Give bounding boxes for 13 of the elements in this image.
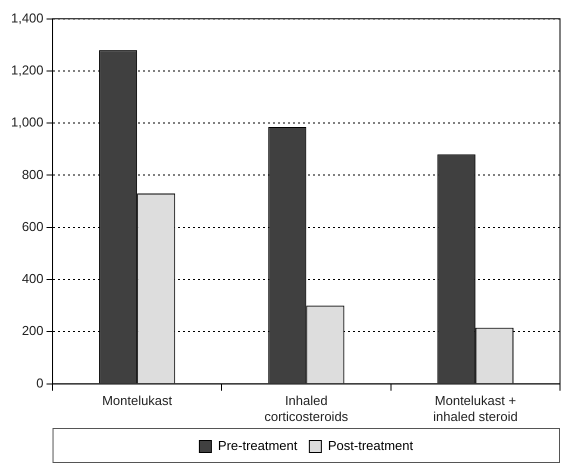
y-tick-label: 1,400 — [10, 10, 44, 26]
y-tick-label: 200 — [22, 323, 44, 338]
y-tick-label: 800 — [22, 166, 44, 182]
y-tick-label: 1,000 — [10, 114, 44, 130]
x-tick-label: Montelukast — [102, 393, 173, 408]
y-tick-label: 1,200 — [10, 62, 44, 78]
x-tick-label: Inhaled corticosteroids — [264, 393, 349, 424]
y-tick-label: 400 — [22, 271, 44, 286]
y-tick-label: 0 — [36, 375, 44, 390]
y-tick-label: 600 — [22, 218, 44, 234]
x-tick-label: Montelukast + inhaled steroid — [433, 393, 518, 424]
legend-label: Pre-treatment — [218, 438, 298, 454]
legend-label: Post-treatment — [328, 438, 414, 454]
